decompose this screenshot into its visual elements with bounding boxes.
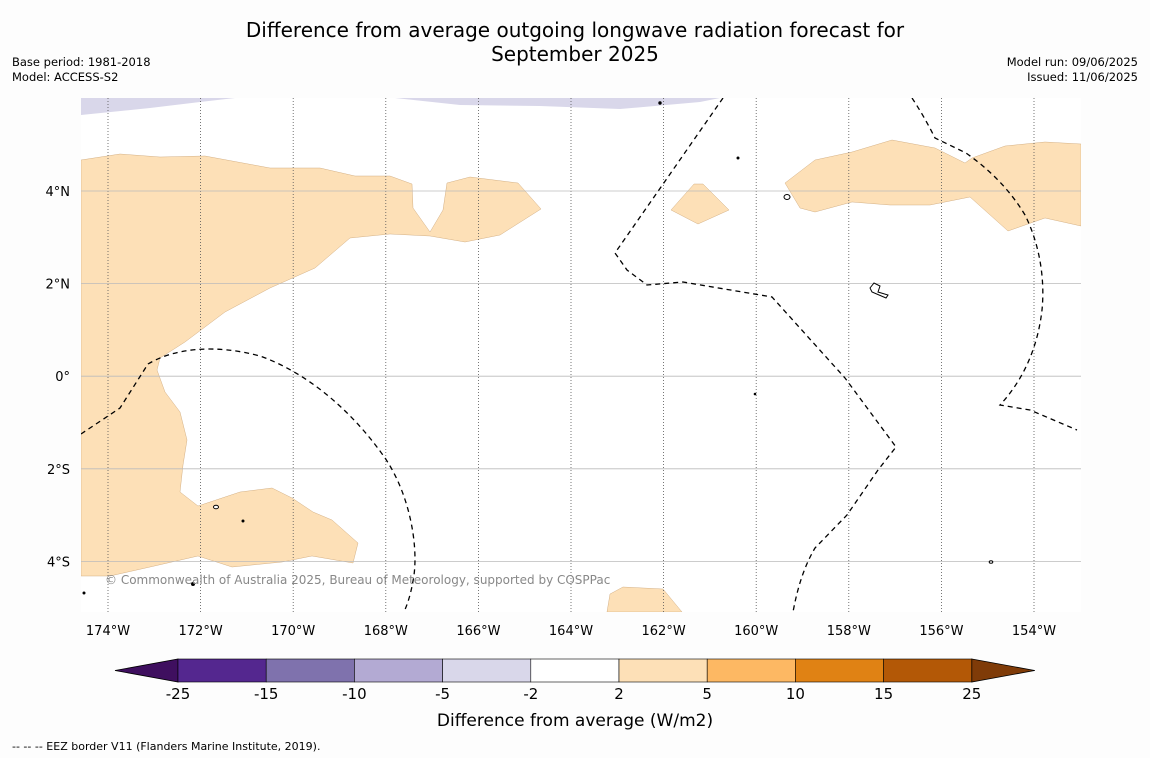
colorbar-tick-label: 5 xyxy=(702,685,712,703)
colorbar-segment xyxy=(442,658,532,683)
issued-date: Issued: 11/06/2025 xyxy=(1027,70,1138,84)
colorbar-tick-label: -25 xyxy=(166,685,191,703)
latitude-label: 4°N xyxy=(46,185,71,200)
longitude-label: 156°W xyxy=(919,624,963,639)
latitude-label: 2°N xyxy=(46,278,71,293)
island xyxy=(658,101,662,105)
latitude-label: 4°S xyxy=(47,555,70,570)
anomaly-region-negative-west xyxy=(81,98,235,115)
colorbar-segment xyxy=(530,658,620,683)
colorbar-tick-label: -2 xyxy=(523,685,538,703)
longitude-labels: 174°W 172°W 170°W 168°W 166°W 164°W 162°W 160°W… xyxy=(86,624,1056,639)
anomaly-region-positive-central xyxy=(670,183,730,225)
eez-footnote: -- -- -- EEZ border V11 (Flanders Marine… xyxy=(12,740,321,753)
colorbar-segment xyxy=(177,658,267,683)
longitude-label: 160°W xyxy=(734,624,778,639)
island xyxy=(736,156,740,160)
anomaly-region-negative-east xyxy=(395,98,720,109)
colorbar-segment xyxy=(618,658,708,683)
eez-border-central xyxy=(614,98,897,612)
anomaly-region-positive-west xyxy=(81,153,542,577)
island xyxy=(82,591,86,595)
colorbar-segment xyxy=(265,658,355,683)
graticule xyxy=(81,98,1081,612)
island xyxy=(988,560,994,564)
model-run: Model run: 09/06/2025 xyxy=(1006,55,1138,69)
island xyxy=(191,582,195,586)
meta-right: Model run: 09/06/2025 Issued: 11/06/2025 xyxy=(1007,55,1138,85)
eez-borders xyxy=(81,98,1078,612)
colorbar-extend-high xyxy=(971,658,1035,683)
copyright-text: © Commonwealth of Australia 2025, Bureau… xyxy=(105,573,610,587)
longitude-label: 162°W xyxy=(642,624,686,639)
longitude-label: 170°W xyxy=(271,624,315,639)
colorbar: -25 -15 -10 -5 -2 2 5 10 15 25 xyxy=(114,658,1035,703)
longitude-label: 164°W xyxy=(549,624,593,639)
colorbar-tick-label: -10 xyxy=(342,685,367,703)
colorbar-extend-low xyxy=(114,658,179,683)
longitude-label: 166°W xyxy=(456,624,500,639)
islands xyxy=(82,101,994,595)
colorbar-segment xyxy=(883,658,973,683)
latitude-label: 0° xyxy=(55,370,70,385)
latitude-label: 2°S xyxy=(47,463,70,478)
model-name: Model: ACCESS-S2 xyxy=(12,70,119,84)
colorbar-segment xyxy=(795,658,884,683)
longitude-label: 154°W xyxy=(1012,624,1056,639)
colorbar-tick-label: 25 xyxy=(962,685,981,703)
eez-border-west xyxy=(81,348,416,612)
longitude-label: 174°W xyxy=(86,624,130,639)
map-title: Difference from average outgoing longwav… xyxy=(0,18,1150,66)
colorbar-tick-label: 2 xyxy=(614,685,624,703)
title-line-2: September 2025 xyxy=(491,42,659,66)
anomaly-region-positive-east xyxy=(784,139,1081,232)
colorbar-segment xyxy=(706,658,796,683)
colorbar-tick-label: -5 xyxy=(435,685,450,703)
island xyxy=(869,282,889,299)
map-area: © Commonwealth of Australia 2025, Bureau… xyxy=(81,98,1081,612)
colorbar-title: Difference from average (W/m2) xyxy=(437,711,713,731)
longitude-label: 172°W xyxy=(179,624,223,639)
colorbar-tick-label: 10 xyxy=(786,685,805,703)
base-period: Base period: 1981-2018 xyxy=(12,55,151,69)
island xyxy=(783,194,791,200)
island xyxy=(241,519,245,523)
island xyxy=(213,504,219,510)
eez-border-east xyxy=(911,98,1078,431)
island xyxy=(753,392,757,396)
colorbar-tick-label: -15 xyxy=(254,685,279,703)
title-line-1: Difference from average outgoing longwav… xyxy=(245,18,905,42)
colorbar-segment xyxy=(354,658,443,683)
longitude-label: 158°W xyxy=(827,624,871,639)
longitude-label: 168°W xyxy=(364,624,408,639)
colorbar-tick-label: 15 xyxy=(874,685,893,703)
meta-left: Base period: 1981-2018 Model: ACCESS-S2 xyxy=(12,55,151,85)
latitude-labels: 4°N 2°N 0° 2°S 4°S xyxy=(46,185,71,570)
